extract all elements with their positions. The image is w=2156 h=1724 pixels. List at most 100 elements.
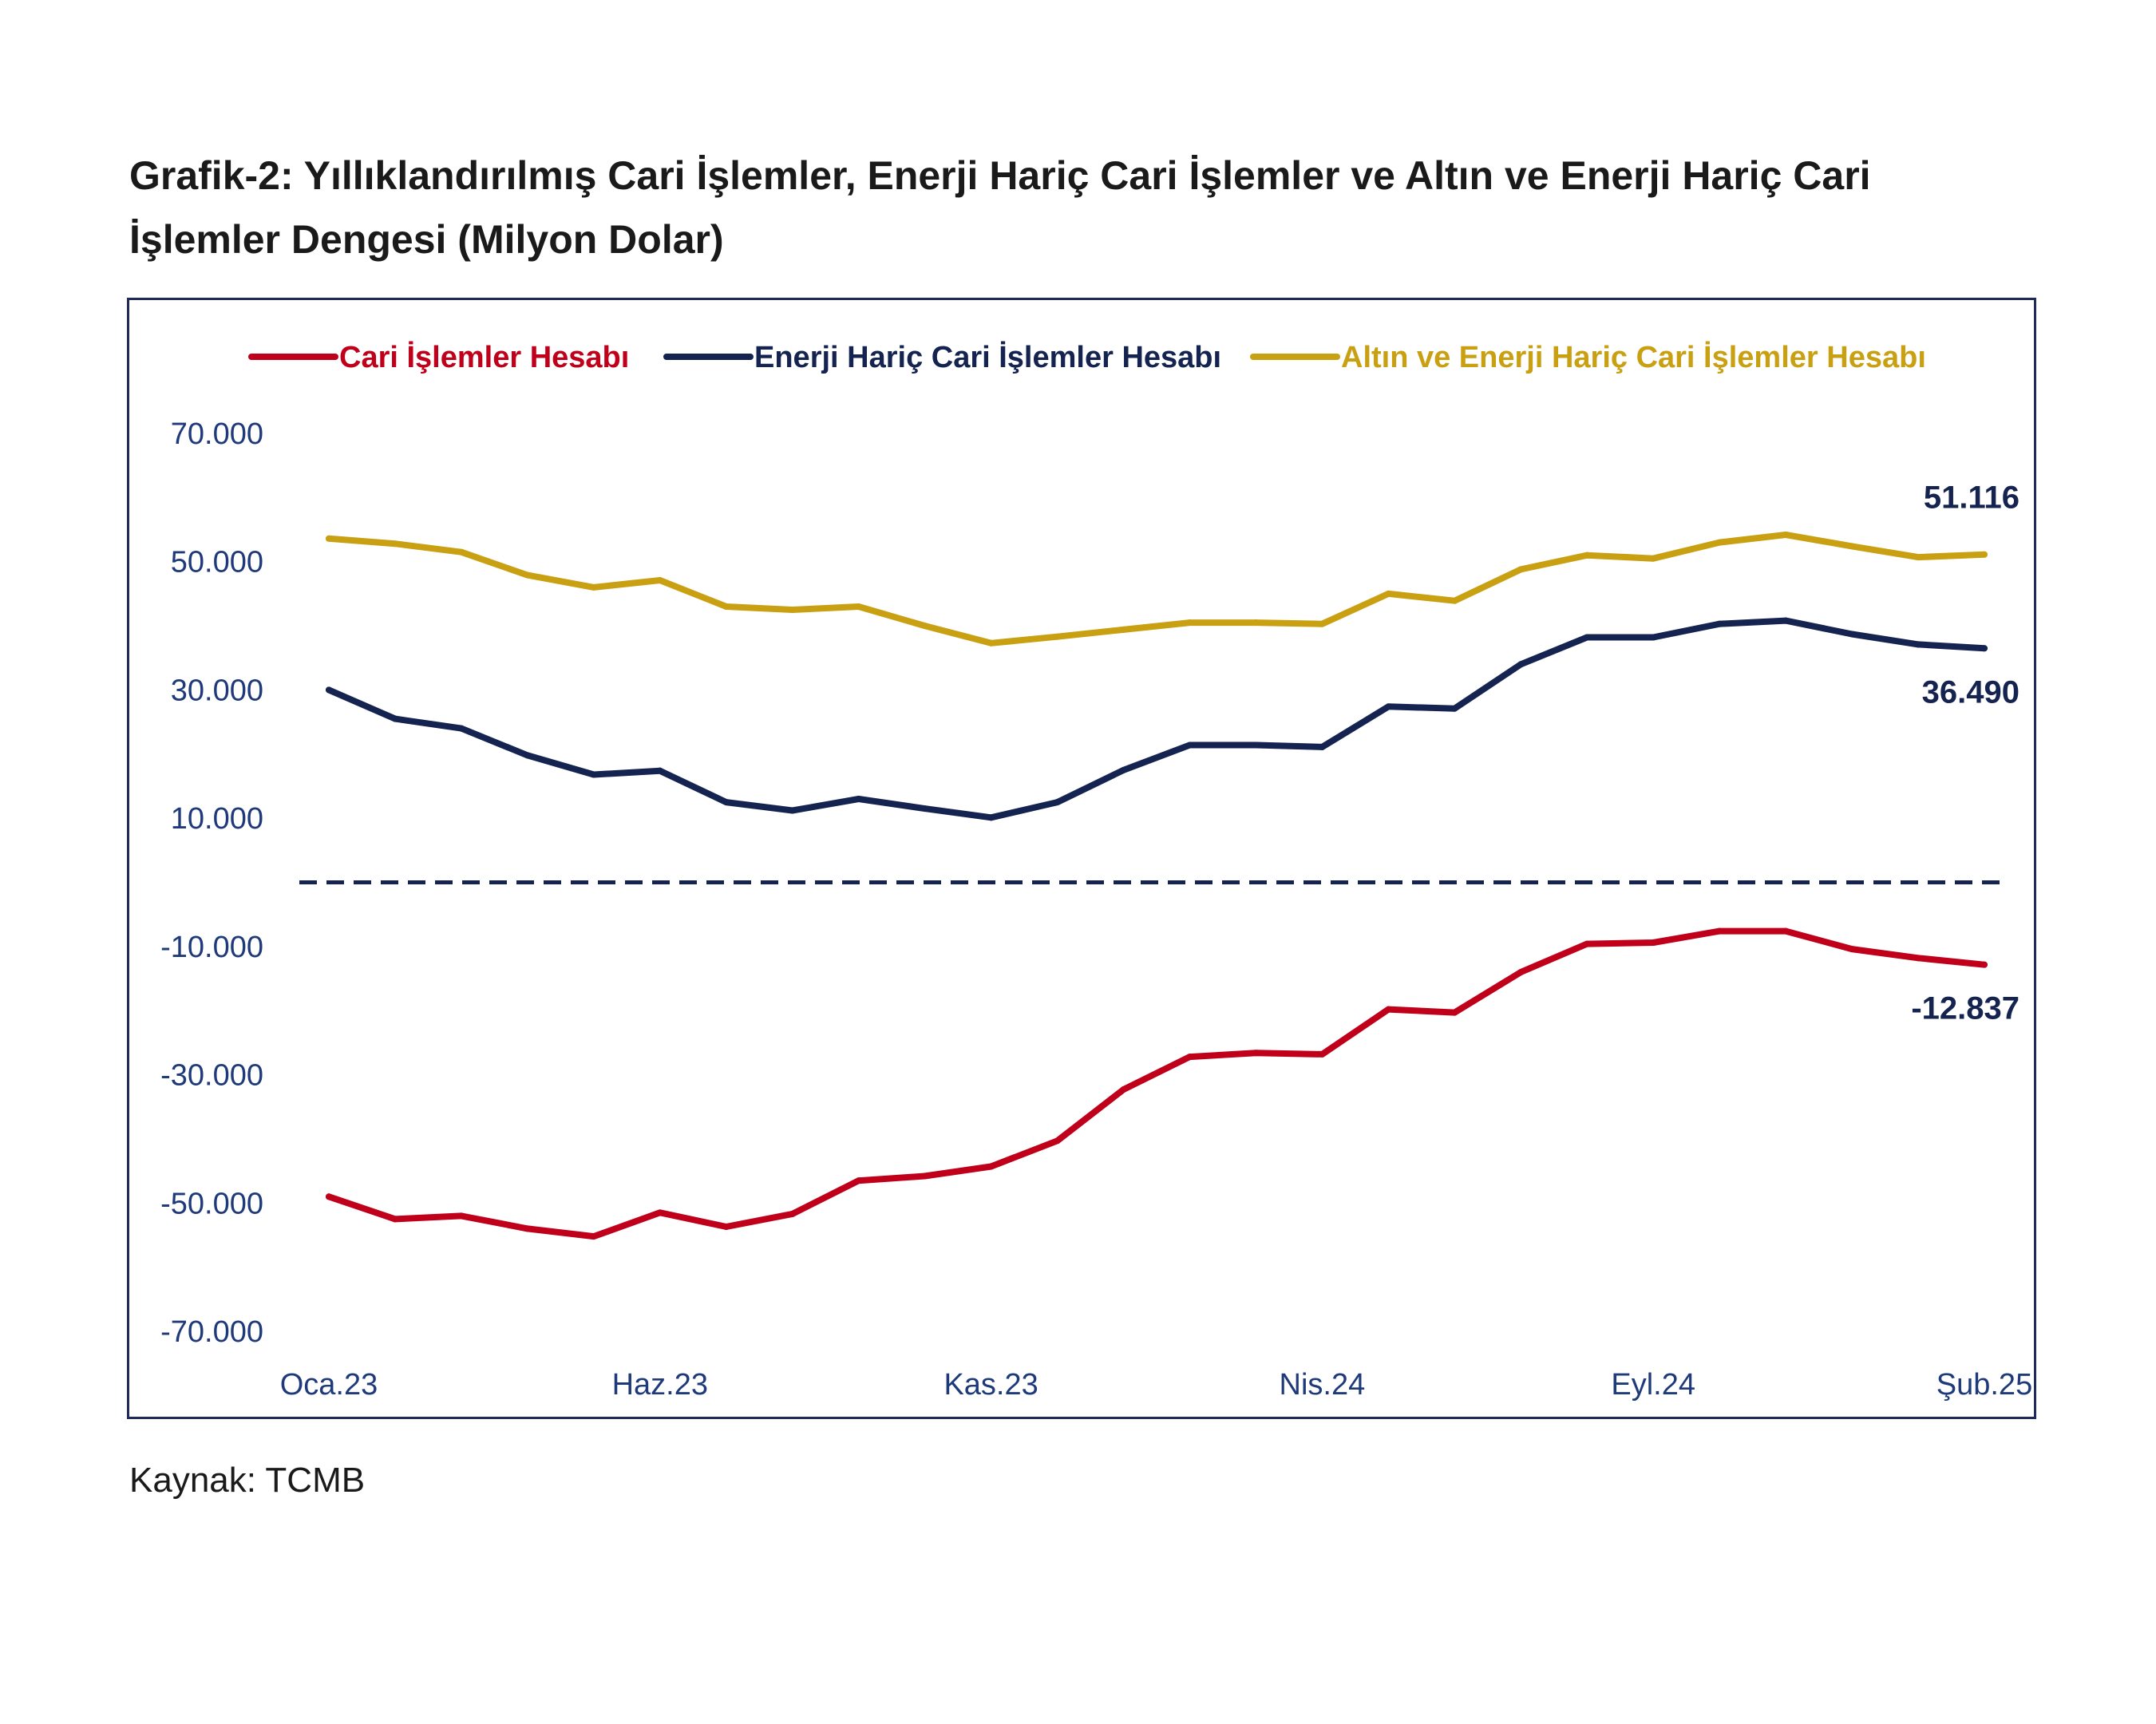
data-point xyxy=(1981,961,1988,968)
data-point xyxy=(524,571,531,579)
data-point xyxy=(1319,620,1326,627)
x-tick-label: Haz.23 xyxy=(612,1368,708,1402)
data-point xyxy=(1252,741,1260,749)
data-point xyxy=(789,807,796,814)
data-point xyxy=(457,725,465,732)
data-point xyxy=(1650,939,1657,947)
end-value-label: -12.837 xyxy=(1911,991,2020,1026)
data-point xyxy=(855,796,862,803)
data-point xyxy=(1451,1009,1458,1016)
data-point xyxy=(326,686,332,694)
data-point xyxy=(1319,743,1326,750)
data-point xyxy=(1782,927,1790,935)
data-point xyxy=(1517,661,1525,668)
chart-title: Grafik-2: Yıllıklandırılmış Cari İşlemle… xyxy=(129,144,2045,271)
data-point xyxy=(1186,741,1193,749)
y-tick-label: 30.000 xyxy=(171,674,263,707)
legend-label: Cari İşlemler Hesabı xyxy=(339,341,629,374)
data-point xyxy=(1252,619,1260,627)
x-tick-label: Nis.24 xyxy=(1280,1368,1366,1402)
data-point xyxy=(1650,634,1657,641)
chart-title-line-1: Grafik-2: Yıllıklandırılmış Cari İşlemle… xyxy=(129,153,1871,198)
data-point xyxy=(789,606,796,613)
x-tick-label: Eyl.24 xyxy=(1611,1368,1695,1402)
data-point xyxy=(1782,531,1790,538)
data-point xyxy=(1054,633,1061,640)
data-point xyxy=(1120,1086,1127,1093)
y-tick-label: 50.000 xyxy=(171,546,263,579)
data-point xyxy=(1915,641,1922,648)
data-point xyxy=(921,805,928,813)
data-point xyxy=(722,799,730,806)
data-point xyxy=(1385,703,1392,710)
series-line-1 xyxy=(326,927,1988,1240)
data-point xyxy=(1385,1006,1392,1013)
data-point xyxy=(1517,969,1525,975)
data-point xyxy=(921,623,928,630)
data-point xyxy=(1120,626,1127,633)
y-tick-label: -10.000 xyxy=(160,931,263,964)
data-point xyxy=(391,715,398,722)
source-note: Kaynak: TCMB xyxy=(129,1461,366,1500)
data-point xyxy=(855,1177,862,1184)
y-tick-label: -70.000 xyxy=(160,1315,263,1349)
data-point xyxy=(1782,617,1790,624)
data-point xyxy=(1584,634,1591,641)
data-point xyxy=(1584,940,1591,947)
y-tick-label: 10.000 xyxy=(171,802,263,836)
legend-label: Altın ve Enerji Hariç Cari İşlemler Hesa… xyxy=(1341,341,1926,374)
data-point xyxy=(1120,766,1127,773)
data-point xyxy=(457,1212,465,1220)
data-point xyxy=(1054,1137,1061,1145)
data-point xyxy=(1915,955,1922,962)
chart-frame xyxy=(127,298,2036,1419)
data-point xyxy=(1981,645,1988,652)
data-point xyxy=(789,1210,796,1217)
data-point xyxy=(656,767,663,774)
data-point xyxy=(326,1193,332,1200)
data-point xyxy=(1186,619,1193,627)
data-point xyxy=(1517,566,1525,573)
data-point xyxy=(1849,946,1856,953)
x-tick-label: Şub.25 xyxy=(1936,1368,2032,1402)
data-point xyxy=(1451,705,1458,712)
y-tick-label: 70.000 xyxy=(171,417,263,451)
data-point xyxy=(1451,597,1458,604)
data-point xyxy=(1849,631,1856,638)
data-point xyxy=(1716,620,1723,627)
data-point xyxy=(855,603,862,610)
data-point xyxy=(590,1233,597,1240)
data-point xyxy=(1650,555,1657,562)
data-point xyxy=(590,771,597,778)
data-point xyxy=(391,1216,398,1223)
data-point xyxy=(987,639,995,646)
end-value-label: 36.490 xyxy=(1922,674,2020,710)
data-point xyxy=(457,548,465,556)
data-point xyxy=(326,535,332,542)
data-point xyxy=(524,752,531,759)
data-point xyxy=(1981,551,1988,558)
data-point xyxy=(722,1224,730,1231)
end-value-label: 51.116 xyxy=(1924,480,2020,516)
y-tick-label: -30.000 xyxy=(160,1059,263,1093)
data-point xyxy=(1054,799,1061,806)
data-point xyxy=(1186,1054,1193,1061)
data-point xyxy=(1716,927,1723,935)
data-point xyxy=(1319,1050,1326,1058)
x-tick-label: Kas.23 xyxy=(943,1368,1038,1402)
series-line-3 xyxy=(326,532,1988,646)
data-point xyxy=(524,1225,531,1232)
data-point xyxy=(722,603,730,610)
data-point xyxy=(1849,543,1856,550)
chart-title-line-2: İşlemler Dengesi (Milyon Dolar) xyxy=(129,217,724,262)
data-point xyxy=(1915,554,1922,561)
data-point xyxy=(590,583,597,591)
series-line-2 xyxy=(326,617,1988,821)
data-point xyxy=(987,1163,995,1170)
data-point xyxy=(1584,552,1591,559)
data-point xyxy=(1716,539,1723,546)
legend-label: Enerji Hariç Cari İşlemler Hesabı xyxy=(754,341,1221,374)
data-point xyxy=(921,1172,928,1180)
data-point xyxy=(391,540,398,548)
